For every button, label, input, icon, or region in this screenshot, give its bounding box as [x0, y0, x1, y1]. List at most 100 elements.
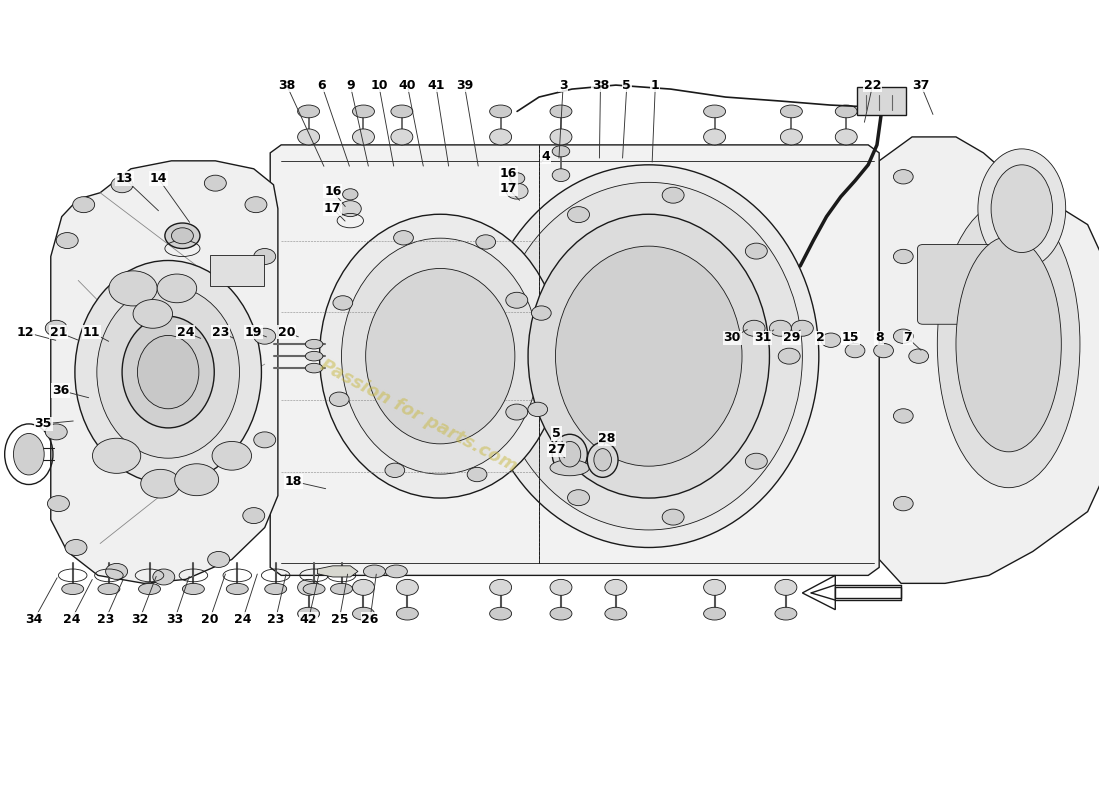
Ellipse shape	[893, 329, 913, 343]
Text: 37: 37	[912, 78, 930, 91]
Text: 13: 13	[116, 172, 133, 185]
Ellipse shape	[873, 343, 893, 358]
Ellipse shape	[550, 105, 572, 118]
Ellipse shape	[254, 249, 276, 265]
Ellipse shape	[183, 583, 205, 594]
Ellipse shape	[92, 438, 141, 474]
Ellipse shape	[390, 129, 412, 145]
Ellipse shape	[306, 363, 323, 373]
Text: 34: 34	[25, 613, 43, 626]
Ellipse shape	[306, 339, 323, 349]
Ellipse shape	[550, 460, 590, 476]
Text: 40: 40	[398, 78, 416, 91]
Ellipse shape	[845, 343, 865, 358]
Ellipse shape	[390, 105, 412, 118]
Text: 28: 28	[598, 432, 616, 445]
Ellipse shape	[835, 129, 857, 145]
Text: 19: 19	[245, 326, 263, 338]
Ellipse shape	[106, 563, 128, 579]
Ellipse shape	[568, 490, 590, 506]
Ellipse shape	[550, 129, 572, 145]
Text: 17: 17	[324, 202, 341, 215]
Text: 24: 24	[63, 613, 80, 626]
Ellipse shape	[73, 197, 95, 213]
Ellipse shape	[304, 583, 326, 594]
Text: 23: 23	[97, 613, 114, 626]
Ellipse shape	[245, 197, 267, 213]
Text: 36: 36	[52, 384, 69, 397]
Text: 20: 20	[201, 613, 219, 626]
Ellipse shape	[594, 449, 612, 471]
Ellipse shape	[780, 105, 802, 118]
Ellipse shape	[339, 201, 361, 217]
Ellipse shape	[490, 129, 512, 145]
Polygon shape	[318, 566, 358, 577]
Ellipse shape	[662, 509, 684, 525]
Text: 6: 6	[318, 78, 326, 91]
Text: 20: 20	[278, 326, 296, 338]
Ellipse shape	[495, 182, 802, 530]
Text: 39: 39	[455, 78, 473, 91]
Text: 24: 24	[177, 326, 195, 338]
Ellipse shape	[254, 432, 276, 448]
Ellipse shape	[769, 320, 791, 336]
Text: 29: 29	[783, 331, 800, 344]
Polygon shape	[879, 137, 1100, 583]
Ellipse shape	[476, 235, 496, 249]
Text: 5: 5	[623, 78, 631, 91]
FancyBboxPatch shape	[917, 245, 994, 324]
Ellipse shape	[552, 146, 570, 157]
Text: 15: 15	[842, 331, 859, 344]
Ellipse shape	[937, 201, 1080, 488]
Ellipse shape	[109, 271, 157, 306]
Ellipse shape	[893, 497, 913, 511]
Ellipse shape	[704, 579, 726, 595]
Ellipse shape	[791, 320, 813, 336]
Text: 11: 11	[82, 326, 100, 338]
Text: 26: 26	[362, 613, 378, 626]
Text: 7: 7	[903, 331, 912, 344]
Text: 8: 8	[874, 331, 883, 344]
Ellipse shape	[65, 539, 87, 555]
Polygon shape	[51, 161, 278, 583]
Ellipse shape	[394, 230, 414, 245]
Text: 38: 38	[278, 78, 295, 91]
Ellipse shape	[568, 206, 590, 222]
Ellipse shape	[13, 434, 44, 475]
Ellipse shape	[254, 328, 276, 344]
Ellipse shape	[342, 189, 358, 200]
Ellipse shape	[385, 565, 407, 578]
FancyBboxPatch shape	[210, 255, 264, 286]
Ellipse shape	[172, 228, 194, 244]
Ellipse shape	[893, 170, 913, 184]
Text: 41: 41	[427, 78, 444, 91]
Text: Passion for parts.com: Passion for parts.com	[317, 356, 520, 476]
Ellipse shape	[208, 551, 230, 567]
Ellipse shape	[821, 333, 840, 347]
Text: 25: 25	[331, 613, 348, 626]
Ellipse shape	[139, 583, 161, 594]
Ellipse shape	[835, 105, 857, 118]
Ellipse shape	[175, 464, 219, 496]
Ellipse shape	[744, 320, 766, 336]
Ellipse shape	[605, 579, 627, 595]
Ellipse shape	[774, 607, 796, 620]
Text: 33: 33	[166, 613, 184, 626]
Ellipse shape	[552, 169, 570, 182]
Ellipse shape	[157, 274, 197, 302]
Text: 23: 23	[267, 613, 285, 626]
Polygon shape	[271, 145, 879, 575]
Ellipse shape	[341, 238, 539, 474]
Text: 14: 14	[150, 172, 167, 185]
Ellipse shape	[556, 246, 742, 466]
Ellipse shape	[352, 105, 374, 118]
Ellipse shape	[329, 392, 349, 406]
Ellipse shape	[490, 607, 512, 620]
Ellipse shape	[298, 579, 320, 595]
FancyBboxPatch shape	[857, 87, 905, 114]
Ellipse shape	[212, 442, 252, 470]
Text: 9: 9	[346, 78, 354, 91]
Text: 31: 31	[755, 331, 771, 344]
Text: 24: 24	[234, 613, 252, 626]
Ellipse shape	[331, 583, 352, 594]
